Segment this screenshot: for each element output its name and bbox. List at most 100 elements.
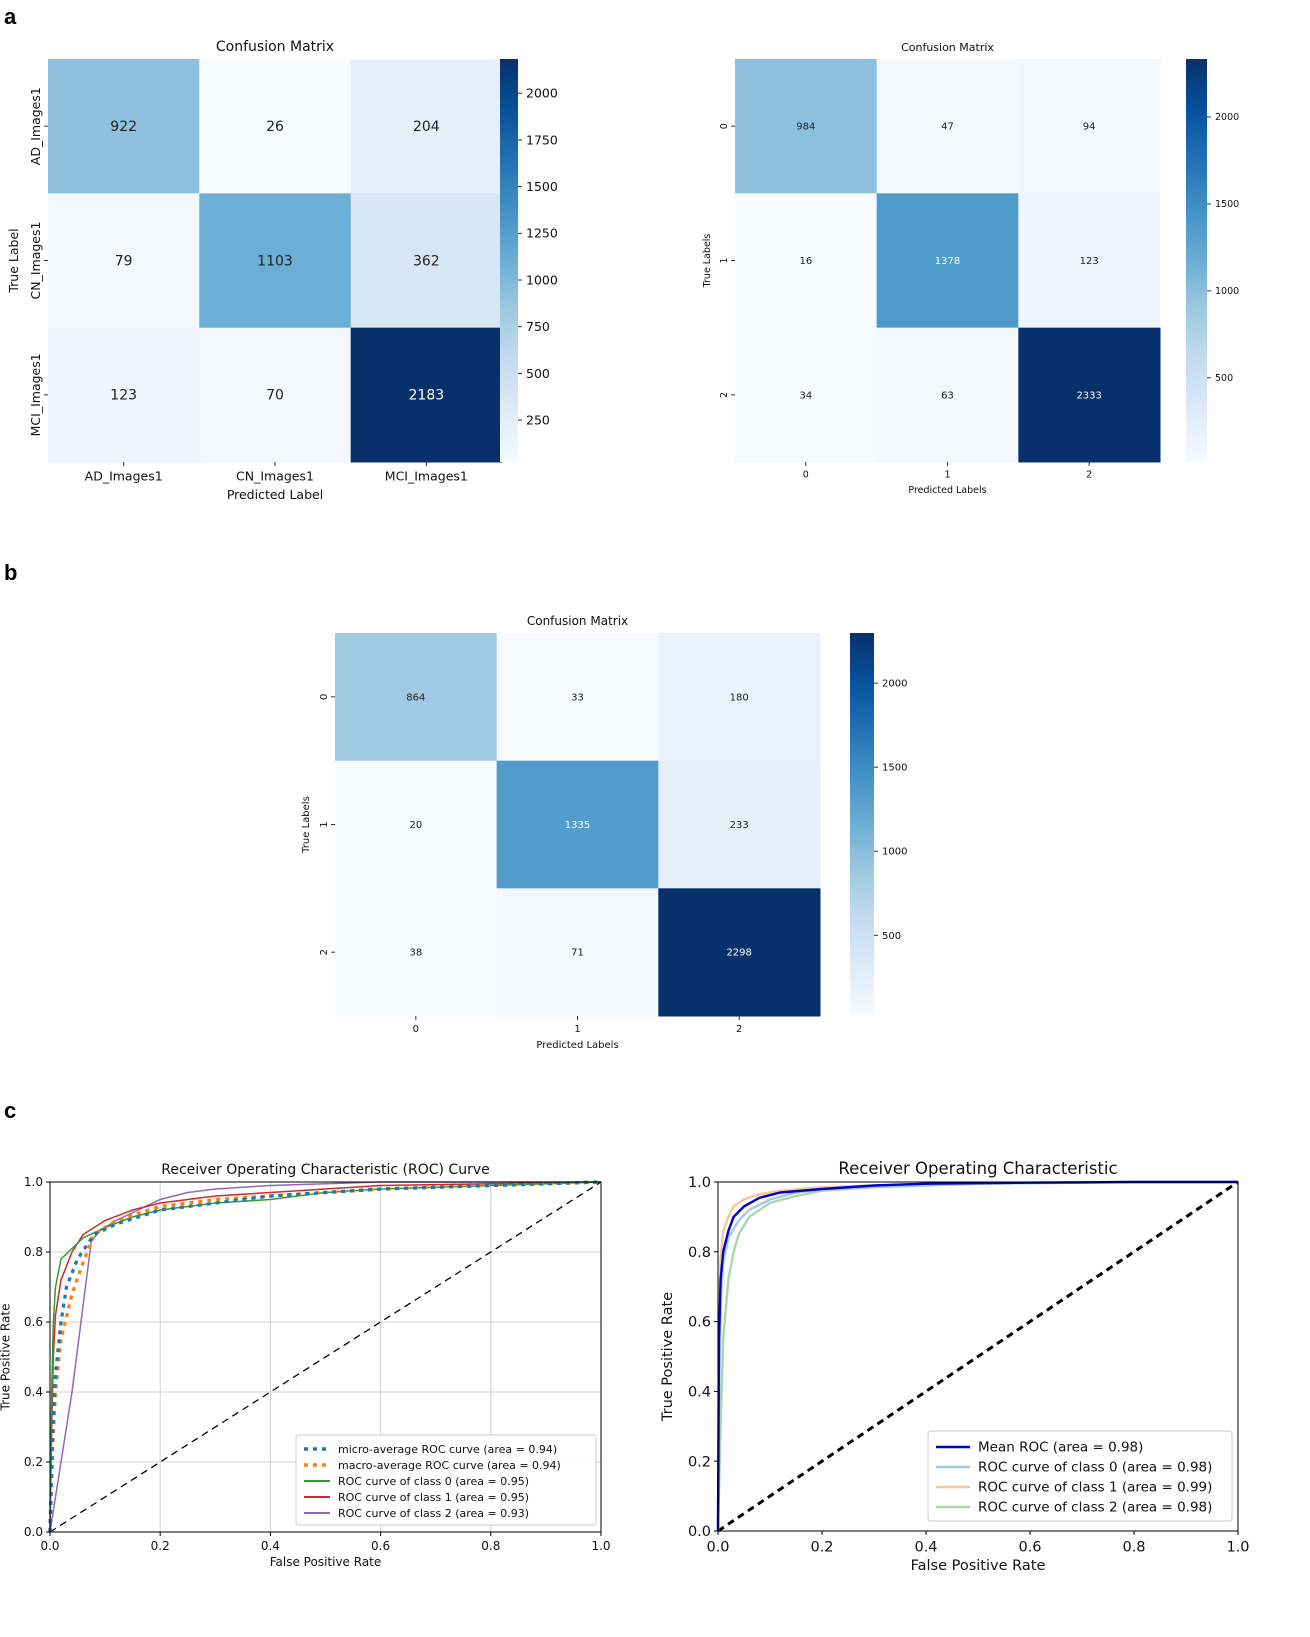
- heatmap-cell: [876, 327, 1019, 463]
- x-tick-label: MCI_Images1: [385, 469, 468, 484]
- y-tick-label: 0.2: [24, 1455, 43, 1469]
- legend: micro-average ROC curve (area = 0.94) mac…: [295, 1434, 597, 1526]
- x-tick-label: 0.8: [1122, 1540, 1145, 1556]
- colorbar: [850, 633, 874, 1016]
- colorbar-tick-label: 1000: [882, 847, 907, 858]
- legend-label: ROC curve of class 0 (area = 0.95): [338, 1475, 529, 1488]
- x-tick-label: 0.4: [914, 1540, 937, 1556]
- cell-value: 20: [409, 820, 422, 831]
- panel-label-b: b: [4, 560, 18, 585]
- legend: Mean ROC (area = 0.98) ROC curve of class…: [927, 1430, 1233, 1522]
- legend-label: Mean ROC (area = 0.98): [978, 1440, 1143, 1456]
- heatmap-cell: [335, 633, 498, 762]
- y-tick-label: 1.0: [24, 1175, 43, 1189]
- cell-value: 1103: [257, 253, 293, 269]
- x-tick-label: AD_Images1: [85, 469, 163, 484]
- cell-value: 94: [1083, 122, 1096, 133]
- confusion-matrix-1: 984 47 94 16 1378 123 34 63 2333 Confusion Matrix…: [702, 41, 1239, 496]
- heatmap-cell: [735, 59, 878, 194]
- y-tick-label: 0.6: [24, 1315, 43, 1329]
- heatmap-cell: [496, 888, 659, 1017]
- x-tick-label: 0.2: [810, 1540, 833, 1556]
- y-tick-label: 0.4: [688, 1384, 711, 1400]
- roc-series-line: [49, 1181, 602, 1533]
- legend-label: macro-average ROC curve (area = 0.94): [338, 1459, 561, 1472]
- heatmap-cell: [335, 888, 498, 1017]
- y-tick-label: 2: [319, 949, 330, 955]
- x-tick-label: 0.0: [40, 1539, 59, 1553]
- cell-value: 1335: [565, 820, 590, 831]
- heatmap-cell: [199, 327, 352, 463]
- y-tick-label: 1: [319, 821, 330, 827]
- cell-value: 26: [266, 119, 284, 135]
- cell-value: 922: [110, 119, 137, 135]
- x-tick-label: 1: [944, 470, 950, 481]
- y-axis-label: True Labels: [301, 796, 312, 854]
- heatmap-cell: [735, 193, 878, 329]
- roc-series-line: [48, 1180, 602, 1533]
- cell-value: 180: [730, 692, 749, 703]
- heatmap-cell: [658, 888, 821, 1017]
- legend-label: micro-average ROC curve (area = 0.94): [338, 1443, 557, 1456]
- cell-value: 1378: [935, 256, 960, 267]
- x-axis-label: False Positive Rate: [270, 1555, 382, 1569]
- y-tick-label: 0: [319, 694, 330, 700]
- x-tick-label: 0.4: [261, 1539, 280, 1553]
- x-tick-label: 0: [803, 470, 809, 481]
- x-axis-label: Predicted Labels: [908, 485, 986, 496]
- cell-value: 204: [413, 119, 440, 135]
- heatmap-cell: [658, 633, 821, 762]
- x-axis-label: Predicted Labels: [536, 1040, 618, 1051]
- legend-label: ROC curve of class 1 (area = 0.99): [978, 1480, 1212, 1496]
- y-tick-label: 2: [719, 392, 730, 398]
- colorbar-tick-label: 500: [526, 366, 550, 381]
- y-axis-label: True Labels: [702, 234, 713, 289]
- cell-value: 47: [941, 122, 954, 133]
- colorbar: [1186, 59, 1207, 462]
- x-tick-label: 0.6: [1018, 1540, 1041, 1556]
- colorbar-tick-label: 2000: [526, 86, 558, 101]
- plot-frame: [49, 1181, 602, 1533]
- colorbar-tick-label: 1500: [526, 179, 558, 194]
- heatmap-cell: [1018, 193, 1161, 329]
- x-tick-label: 0.6: [371, 1539, 390, 1553]
- cell-value: 2333: [1076, 390, 1101, 401]
- chance-diagonal: [49, 1181, 602, 1533]
- x-tick-label: 1.0: [591, 1539, 610, 1553]
- colorbar: [500, 59, 518, 462]
- colorbar-tick-label: 2000: [882, 679, 907, 690]
- cell-value: 123: [1080, 256, 1099, 267]
- chart-title: Confusion Matrix: [901, 41, 994, 54]
- x-tick-label: CN_Images1: [236, 469, 314, 484]
- legend-box: [295, 1434, 597, 1526]
- cell-value: 233: [730, 820, 749, 831]
- colorbar-tick-label: 1500: [882, 763, 907, 774]
- roc-chart-3: 0.00.0 0.2 0.2 0.4 0.4 0.6 0.6 0.8 0.8 1.0 1.0 Rece…: [0, 1162, 611, 1569]
- x-tick-label: 0: [413, 1024, 419, 1035]
- heatmap-cell: [658, 760, 821, 889]
- y-tick-label: 0.2: [688, 1454, 711, 1470]
- y-tick-label: AD_Images1: [28, 87, 43, 165]
- cell-value: 70: [266, 388, 284, 404]
- cell-value: 984: [796, 122, 815, 133]
- cell-value: 79: [115, 253, 133, 269]
- y-tick-label: 1.0: [688, 1175, 711, 1191]
- cell-value: 2183: [409, 388, 445, 404]
- chart-title: Receiver Operating Characteristic: [838, 1159, 1117, 1178]
- colorbar-tick-label: 2000: [1215, 112, 1239, 123]
- chart-title: Confusion Matrix: [527, 614, 628, 628]
- colorbar-tick-label: 1250: [526, 226, 558, 241]
- heatmap-cell: [1018, 59, 1161, 194]
- colorbar-tick-label: 250: [526, 413, 550, 428]
- cell-value: 2298: [726, 948, 751, 959]
- colorbar-tick-label: 500: [882, 931, 901, 942]
- colorbar-tick-label: 750: [526, 319, 550, 334]
- y-tick-label: 0.4: [24, 1385, 43, 1399]
- y-tick-label: 0.6: [688, 1315, 711, 1331]
- heatmap-cell: [335, 760, 498, 889]
- y-tick-label: 0.0: [24, 1525, 43, 1539]
- cell-value: 864: [406, 692, 425, 703]
- heatmap-cell: [350, 193, 503, 329]
- confusion-matrix-0: 922 26 204 79 1103 362 123 70 2183 Confusion Matr…: [6, 39, 558, 502]
